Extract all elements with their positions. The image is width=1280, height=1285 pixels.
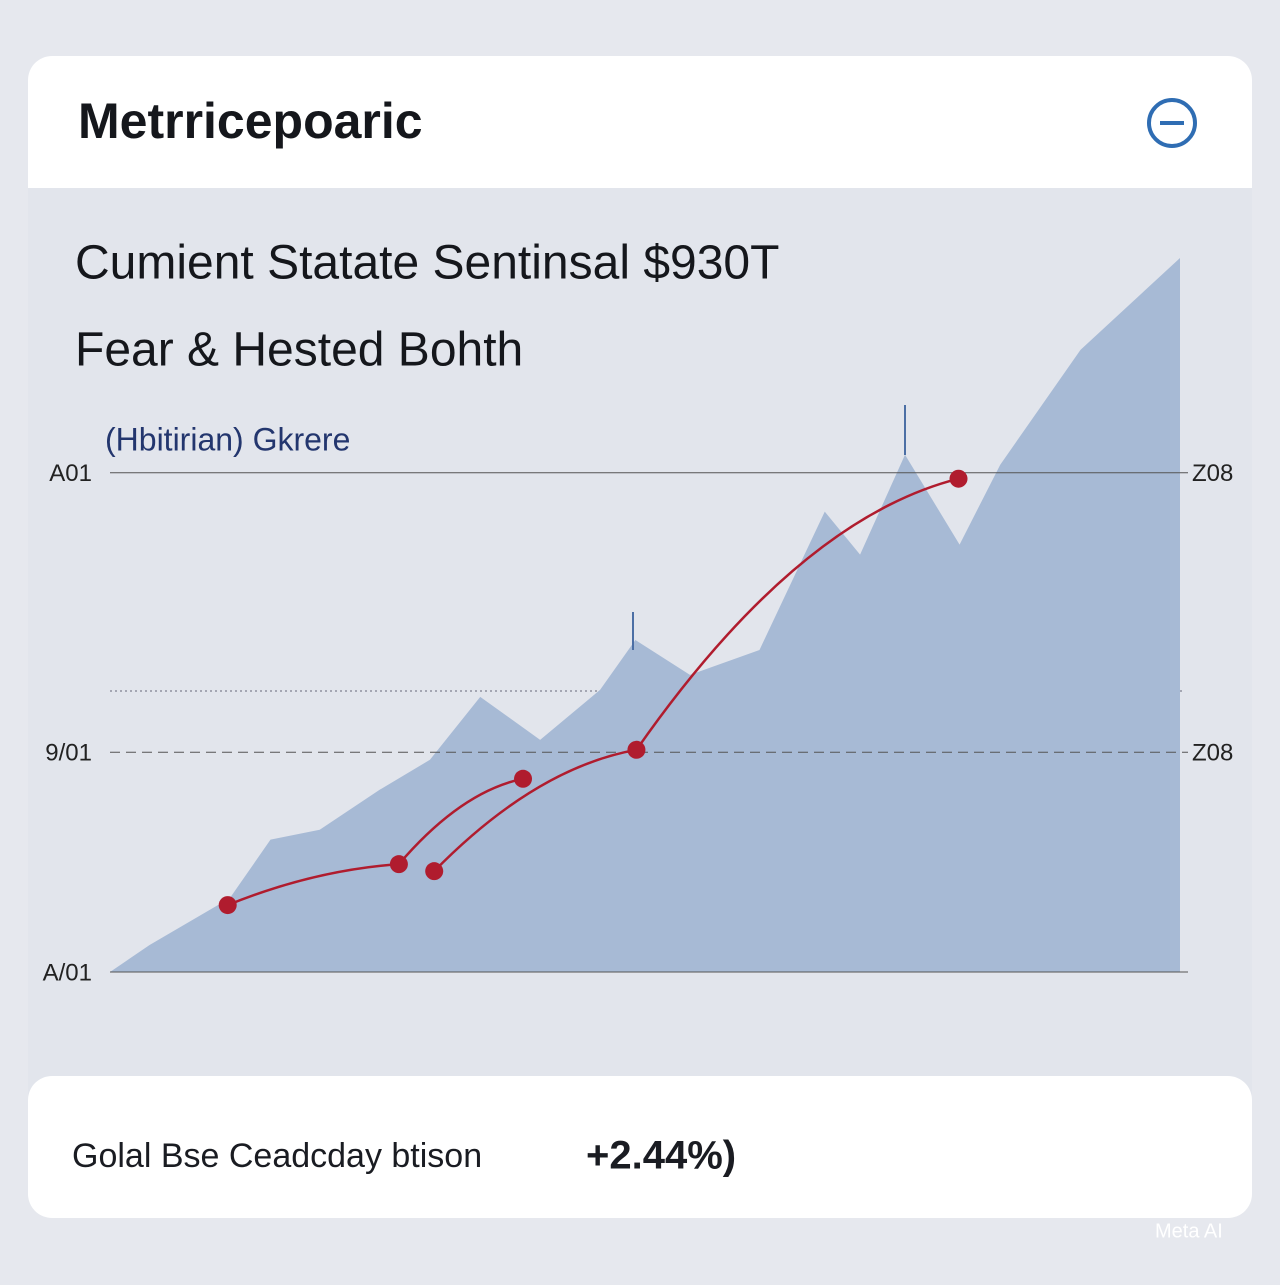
card-header: [28, 56, 1252, 188]
y-tick-label: A/01: [43, 959, 92, 986]
plot: A01 9/01 A/01 Z08 Z08: [43, 258, 1233, 986]
point: [425, 862, 444, 881]
line: [433, 477, 959, 873]
footer-label: Golal Bse Ceadcday btison: [72, 1137, 482, 1175]
footer-change: +2.44%): [586, 1134, 736, 1178]
collapse-button[interactable]: [1147, 98, 1197, 148]
footer-card: [28, 1076, 1252, 1218]
y-tick-label: 9/01: [45, 740, 92, 767]
point: [218, 896, 237, 915]
y-tick-label: A01: [49, 460, 92, 487]
icon-circle[interactable]: [1147, 98, 1197, 148]
point: [389, 855, 408, 874]
point: [514, 769, 533, 788]
title: Metrricepoaric: [78, 93, 423, 149]
headline: Cumient Statate Sentinsal $930T: [75, 237, 779, 290]
y2-tick-label: Z08: [1192, 460, 1233, 487]
point: [949, 469, 968, 488]
watermark: Meta AI: [1155, 1220, 1223, 1242]
point: [627, 740, 646, 759]
area: [110, 258, 1180, 972]
chart-subtitle: (Hbitirian) Gkrere: [105, 421, 350, 457]
y2-tick-label: Z08: [1192, 740, 1233, 767]
headline: Fear & Hested Bohth: [75, 324, 523, 377]
